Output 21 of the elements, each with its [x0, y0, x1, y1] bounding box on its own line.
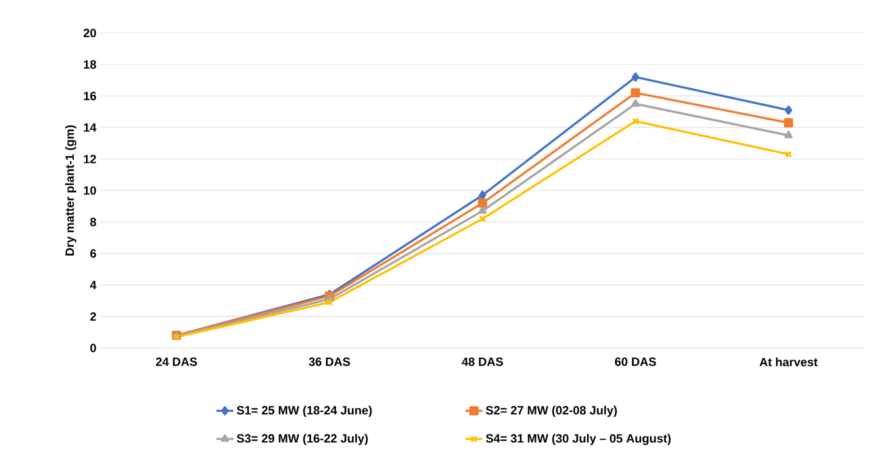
y-tick-label: 18	[84, 60, 96, 69]
x-tick-label: 36 DAS	[308, 358, 350, 366]
y-tick-label: 10	[84, 186, 96, 195]
legend-label: S2= 27 MW (02-08 July)	[486, 406, 617, 417]
legend-label: S1= 25 MW (18-24 June)	[236, 406, 372, 417]
y-tick-label: 4	[90, 280, 96, 290]
y-tick-label: 16	[84, 92, 96, 100]
legend-label: S4= 31 MW (30 July – 05 August)	[486, 434, 671, 446]
y-tick-label: 0	[90, 344, 96, 352]
x-tick-label: At harvest	[760, 358, 818, 366]
y-tick-label: 14	[84, 123, 96, 132]
y-tick-label: 12	[84, 154, 96, 164]
y-tick-label: 8	[90, 218, 96, 226]
x-tick-label: 48 DAS	[462, 358, 503, 366]
legend-label: S3= 29 MW (16-22 July)	[236, 434, 368, 446]
x-tick-label: 60 DAS	[615, 358, 656, 366]
y-tick-label: 6	[90, 249, 96, 258]
y-tick-label: 20	[84, 28, 96, 38]
y-axis-title: Dry matter plant-1 (gm)	[65, 125, 76, 256]
y-tick-label: 2	[90, 312, 96, 321]
x-tick-label: 24 DAS	[156, 358, 197, 366]
